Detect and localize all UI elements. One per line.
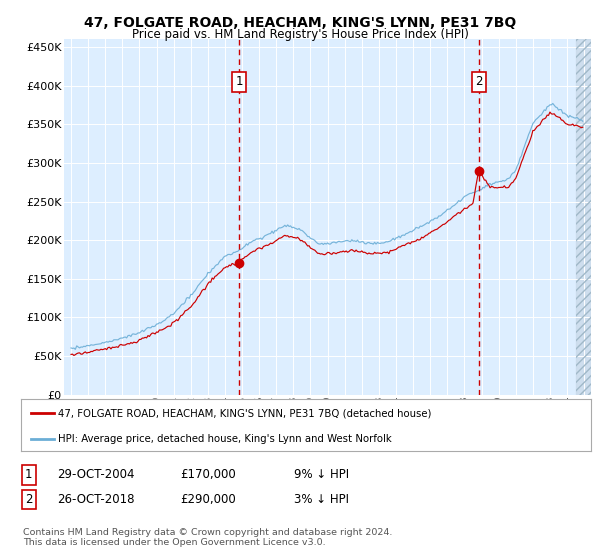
Text: £170,000: £170,000 [180,468,236,482]
Text: HPI: Average price, detached house, King's Lynn and West Norfolk: HPI: Average price, detached house, King… [58,435,392,445]
Text: Contains HM Land Registry data © Crown copyright and database right 2024.
This d: Contains HM Land Registry data © Crown c… [23,528,392,547]
Text: £290,000: £290,000 [180,493,236,506]
Text: 1: 1 [235,75,243,88]
Bar [575,39,591,395]
Text: 3% ↓ HPI: 3% ↓ HPI [294,493,349,506]
Text: Price paid vs. HM Land Registry's House Price Index (HPI): Price paid vs. HM Land Registry's House … [131,28,469,41]
Text: 47, FOLGATE ROAD, HEACHAM, KING'S LYNN, PE31 7BQ: 47, FOLGATE ROAD, HEACHAM, KING'S LYNN, … [84,16,516,30]
Text: 29-OCT-2004: 29-OCT-2004 [57,468,134,482]
Text: 26-OCT-2018: 26-OCT-2018 [57,493,134,506]
Text: 2: 2 [25,493,32,506]
Text: 47, FOLGATE ROAD, HEACHAM, KING'S LYNN, PE31 7BQ (detached house): 47, FOLGATE ROAD, HEACHAM, KING'S LYNN, … [58,408,431,418]
Bar [575,39,591,395]
Text: 9% ↓ HPI: 9% ↓ HPI [294,468,349,482]
Text: 1: 1 [25,468,32,482]
Text: 2: 2 [475,75,482,88]
